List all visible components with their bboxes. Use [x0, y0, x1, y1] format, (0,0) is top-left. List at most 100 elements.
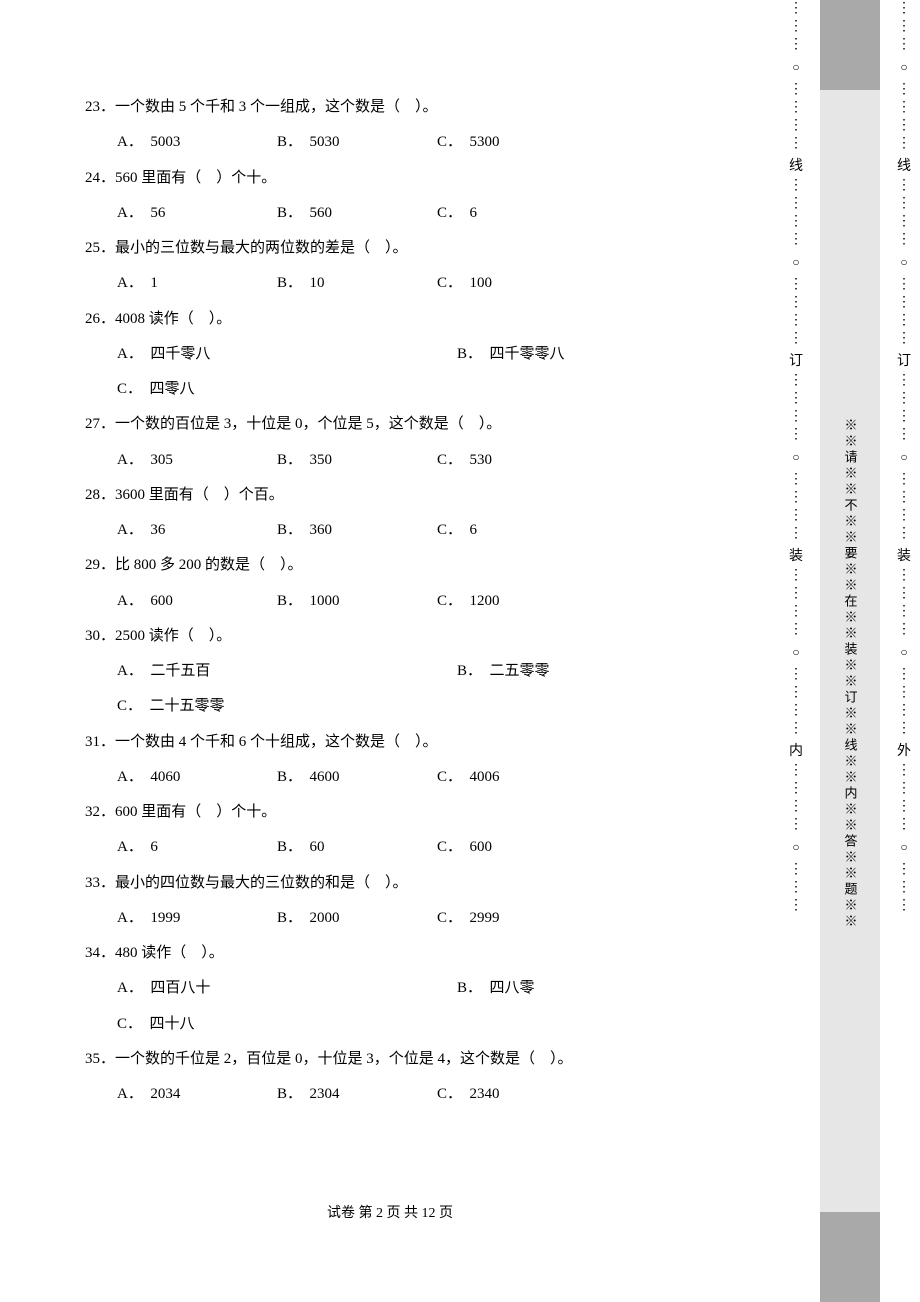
- binding-dots: ⋮: [789, 471, 803, 489]
- binding-circle: ○: [792, 645, 799, 660]
- binding-dots: ⋮: [789, 81, 803, 99]
- option-B: B． 1000: [277, 584, 437, 619]
- binding-dots: ⋮: [789, 603, 803, 621]
- question-33: 33．最小的四位数与最大的三位数的和是（ ）。A． 1999B． 2000C． …: [85, 866, 725, 937]
- question-stem: 23．一个数由 5 个千和 3 个一组成，这个数是（ ）。: [85, 90, 725, 125]
- option-A: A． 1: [117, 266, 277, 301]
- option-C: C． 5300: [437, 125, 597, 160]
- question-34: 34．480 读作（ ）。A． 四百八十B． 四八零C． 四十八: [85, 936, 725, 1042]
- binding-dots: ⋮: [789, 312, 803, 330]
- binding-dots: ⋮: [897, 195, 911, 213]
- binding-marker: 线: [789, 155, 803, 175]
- question-stem: 34．480 读作（ ）。: [85, 936, 725, 971]
- binding-dots: ⋮: [789, 780, 803, 798]
- option-B: B． 5030: [277, 125, 437, 160]
- option-C: C． 1200: [437, 584, 597, 619]
- binding-dots: ⋮: [897, 177, 911, 195]
- binding-dots: ⋮: [789, 702, 803, 720]
- option-row: A． 1999B． 2000C． 2999: [85, 901, 725, 936]
- question-23: 23．一个数由 5 个千和 3 个一组成，这个数是（ ）。A． 5003B． 5…: [85, 90, 725, 161]
- binding-dots: ⋮: [789, 231, 803, 249]
- option-row: A． 305B． 350C． 530: [85, 443, 725, 478]
- binding-marker: 内: [789, 740, 803, 760]
- binding-circle: ○: [792, 450, 799, 465]
- binding-dots: ⋮: [789, 489, 803, 507]
- binding-dots: ⋮: [897, 585, 911, 603]
- binding-dots: ⋮: [789, 666, 803, 684]
- binding-circle: ○: [792, 840, 799, 855]
- question-list: 23．一个数由 5 个千和 3 个一组成，这个数是（ ）。A． 5003B． 5…: [85, 90, 725, 1112]
- question-stem: 24．560 里面有（ ）个十。: [85, 161, 725, 196]
- option-B: B． 2000: [277, 901, 437, 936]
- option-B: B． 2304: [277, 1077, 437, 1112]
- binding-dots: ⋮: [897, 294, 911, 312]
- binding-marker: 装: [789, 545, 803, 565]
- page-footer: 试卷 第 2 页 共 12 页: [0, 1202, 780, 1222]
- binding-dots: ⋮: [789, 117, 803, 135]
- option-row: A． 1B． 10C． 100: [85, 266, 725, 301]
- binding-dots: ⋮: [897, 408, 911, 426]
- binding-dots: ⋮: [789, 372, 803, 390]
- binding-dots: ⋮: [897, 684, 911, 702]
- binding-dots: ⋮: [789, 762, 803, 780]
- binding-dots: ⋮: [897, 621, 911, 639]
- binding-dots: ⋮: [897, 471, 911, 489]
- option-C: C． 530: [437, 443, 597, 478]
- question-stem: 33．最小的四位数与最大的三位数的和是（ ）。: [85, 866, 725, 901]
- option-row: A． 5003B． 5030C． 5300: [85, 125, 725, 160]
- option-C: C． 4006: [437, 760, 597, 795]
- binding-circle: ○: [900, 840, 907, 855]
- binding-dots: ⋮: [897, 312, 911, 330]
- option-C: C． 2340: [437, 1077, 597, 1112]
- option-A: A． 56: [117, 196, 277, 231]
- binding-dots: ⋮: [789, 36, 803, 54]
- question-stem: 30．2500 读作（ ）。: [85, 619, 725, 654]
- binding-dots: ⋮: [789, 585, 803, 603]
- binding-gray-bot: [820, 1212, 880, 1302]
- question-29: 29．比 800 多 200 的数是（ ）。A． 600B． 1000C． 12…: [85, 548, 725, 619]
- binding-dots: ⋮: [789, 213, 803, 231]
- binding-dots: ⋮: [789, 684, 803, 702]
- binding-dots: ⋮: [897, 603, 911, 621]
- option-row: A． 36B． 360C． 6: [85, 513, 725, 548]
- binding-dots: ⋮: [789, 99, 803, 117]
- option-A: A． 6: [117, 830, 277, 865]
- binding-circle: ○: [900, 255, 907, 270]
- binding-marker: 订: [789, 350, 803, 370]
- binding-dots: ⋮: [789, 135, 803, 153]
- question-24: 24．560 里面有（ ）个十。A． 56B． 560C． 6: [85, 161, 725, 232]
- binding-dots: ⋮: [897, 372, 911, 390]
- option-A: A． 四百八十: [117, 971, 457, 1006]
- question-stem: 27．一个数的百位是 3，十位是 0，个位是 5，这个数是（ ）。: [85, 407, 725, 442]
- binding-dots: ⋮: [897, 489, 911, 507]
- binding-dots: ⋮: [789, 426, 803, 444]
- question-stem: 35．一个数的千位是 2，百位是 0，十位是 3，个位是 4，这个数是（ ）。: [85, 1042, 725, 1077]
- option-row: A． 600B． 1000C． 1200: [85, 584, 725, 619]
- binding-dots: ⋮: [789, 816, 803, 834]
- option-C: C． 6: [437, 196, 597, 231]
- binding-dots: ⋮: [897, 861, 911, 879]
- binding-gray-top: [820, 0, 880, 90]
- binding-dots: ⋮: [789, 0, 803, 18]
- binding-dots: ⋮: [789, 507, 803, 525]
- binding-dots: ⋮: [789, 18, 803, 36]
- option-A: A． 5003: [117, 125, 277, 160]
- binding-dots: ⋮: [897, 330, 911, 348]
- binding-dots: ⋮: [789, 177, 803, 195]
- binding-warning-text: ※※请※※不※※要※※在※※装※※订※※线※※内※※答※※题※※: [841, 418, 860, 930]
- binding-marker: 外: [897, 740, 911, 760]
- question-stem: 25．最小的三位数与最大的两位数的差是（ ）。: [85, 231, 725, 266]
- binding-dots: ⋮: [789, 390, 803, 408]
- question-stem: 32．600 里面有（ ）个十。: [85, 795, 725, 830]
- option-B: B． 四八零: [457, 971, 535, 1006]
- binding-marker: 订: [897, 350, 911, 370]
- binding-col-inner: ⋮⋮⋮○⋮⋮⋮⋮线⋮⋮⋮⋮○⋮⋮⋮⋮订⋮⋮⋮⋮○⋮⋮⋮⋮装⋮⋮⋮⋮○⋮⋮⋮⋮内⋮…: [786, 0, 806, 1302]
- question-25: 25．最小的三位数与最大的两位数的差是（ ）。A． 1B． 10C． 100: [85, 231, 725, 302]
- option-B: B． 350: [277, 443, 437, 478]
- binding-circle: ○: [900, 60, 907, 75]
- binding-dots: ⋮: [789, 897, 803, 915]
- binding-dots: ⋮: [897, 36, 911, 54]
- option-C: C． 600: [437, 830, 597, 865]
- binding-dots: ⋮: [897, 702, 911, 720]
- binding-circle: ○: [792, 255, 799, 270]
